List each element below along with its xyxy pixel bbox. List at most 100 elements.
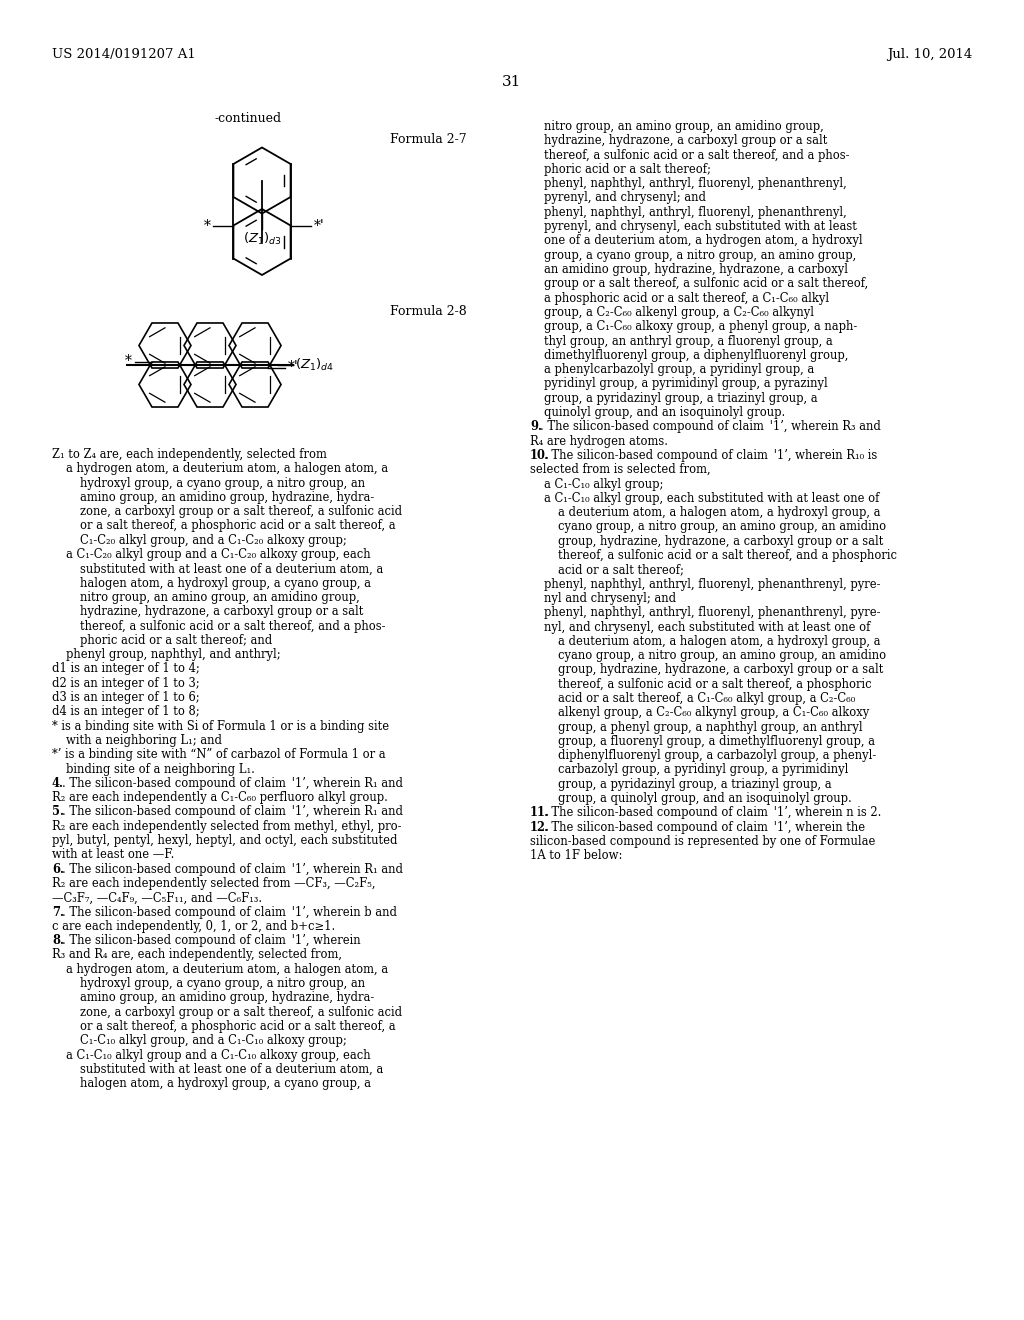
Text: substituted with at least one of a deuterium atom, a: substituted with at least one of a deute…: [80, 1063, 383, 1076]
Text: C₁-C₂₀ alkyl group, and a C₁-C₂₀ alkoxy group;: C₁-C₂₀ alkyl group, and a C₁-C₂₀ alkoxy …: [80, 533, 347, 546]
Text: a deuterium atom, a halogen atom, a hydroxyl group, a: a deuterium atom, a halogen atom, a hydr…: [558, 506, 881, 519]
Text: *': *': [288, 360, 299, 374]
Text: nyl and chrysenyl; and: nyl and chrysenyl; and: [544, 591, 676, 605]
Text: group, a C₂-C₆₀ alkenyl group, a C₂-C₆₀ alkynyl: group, a C₂-C₆₀ alkenyl group, a C₂-C₆₀ …: [544, 306, 814, 319]
Text: diphenylfluorenyl group, a carbazolyl group, a phenyl-: diphenylfluorenyl group, a carbazolyl gr…: [558, 750, 877, 762]
Text: $(Z_1)_{d4}$: $(Z_1)_{d4}$: [295, 356, 334, 374]
Text: group, a cyano group, a nitro group, an amino group,: group, a cyano group, a nitro group, an …: [544, 248, 856, 261]
Text: a C₁-C₁₀ alkyl group and a C₁-C₁₀ alkoxy group, each: a C₁-C₁₀ alkyl group and a C₁-C₁₀ alkoxy…: [66, 1048, 371, 1061]
Text: -continued: -continued: [214, 112, 282, 125]
Text: thereof, a sulfonic acid or a salt thereof, and a phos-: thereof, a sulfonic acid or a salt there…: [80, 619, 385, 632]
Text: cyano group, a nitro group, an amino group, an amidino: cyano group, a nitro group, an amino gro…: [558, 649, 886, 663]
Text: 1A to 1F below:: 1A to 1F below:: [530, 849, 623, 862]
Text: pyrenyl, and chrysenyl; and: pyrenyl, and chrysenyl; and: [544, 191, 706, 205]
Text: pyl, butyl, pentyl, hexyl, heptyl, and octyl, each substituted: pyl, butyl, pentyl, hexyl, heptyl, and o…: [52, 834, 397, 847]
Text: silicon-based compound is represented by one of Formulae: silicon-based compound is represented by…: [530, 836, 876, 847]
Text: *’ is a binding site with “N” of carbazol of Formula 1 or a: *’ is a binding site with “N” of carbazo…: [52, 748, 386, 762]
Text: acid or a salt thereof, a C₁-C₆₀ alkyl group, a C₂-C₆₀: acid or a salt thereof, a C₁-C₆₀ alkyl g…: [558, 692, 855, 705]
Text: nitro group, an amino group, an amidino group,: nitro group, an amino group, an amidino …: [80, 591, 359, 605]
Text: group, a quinolyl group, and an isoquinolyl group.: group, a quinolyl group, and an isoquino…: [558, 792, 852, 805]
Text: carbazolyl group, a pyridinyl group, a pyrimidinyl: carbazolyl group, a pyridinyl group, a p…: [558, 763, 848, 776]
Text: C₁-C₁₀ alkyl group, and a C₁-C₁₀ alkoxy group;: C₁-C₁₀ alkyl group, and a C₁-C₁₀ alkoxy …: [80, 1035, 347, 1047]
Text: or a salt thereof, a phosphoric acid or a salt thereof, a: or a salt thereof, a phosphoric acid or …: [80, 520, 395, 532]
Text: halogen atom, a hydroxyl group, a cyano group, a: halogen atom, a hydroxyl group, a cyano …: [80, 1077, 371, 1090]
Text: phenyl, naphthyl, anthryl, fluorenyl, phenanthrenyl, pyre-: phenyl, naphthyl, anthryl, fluorenyl, ph…: [544, 606, 881, 619]
Text: 31: 31: [503, 75, 521, 88]
Text: with a neighboring L₁; and: with a neighboring L₁; and: [66, 734, 222, 747]
Text: d2 is an integer of 1 to 3;: d2 is an integer of 1 to 3;: [52, 677, 200, 690]
Text: Z₁ to Z₄ are, each independently, selected from: Z₁ to Z₄ are, each independently, select…: [52, 447, 327, 461]
Text: hydroxyl group, a cyano group, a nitro group, an: hydroxyl group, a cyano group, a nitro g…: [80, 477, 366, 490]
Text: d4 is an integer of 1 to 8;: d4 is an integer of 1 to 8;: [52, 705, 200, 718]
Text: phenyl group, naphthyl, and anthryl;: phenyl group, naphthyl, and anthryl;: [66, 648, 281, 661]
Text: 7.: 7.: [52, 906, 63, 919]
Text: R₂ are each independently a C₁-C₆₀ perfluoro alkyl group.: R₂ are each independently a C₁-C₆₀ perfl…: [52, 791, 388, 804]
Text: phenyl, naphthyl, anthryl, fluorenyl, phenanthrenyl,: phenyl, naphthyl, anthryl, fluorenyl, ph…: [544, 177, 847, 190]
Text: *: *: [125, 354, 132, 368]
Text: nyl, and chrysenyl, each substituted with at least one of: nyl, and chrysenyl, each substituted wit…: [544, 620, 870, 634]
Text: alkenyl group, a C₂-C₆₀ alkynyl group, a C₁-C₆₀ alkoxy: alkenyl group, a C₂-C₆₀ alkynyl group, a…: [558, 706, 869, 719]
Text: a deuterium atom, a halogen atom, a hydroxyl group, a: a deuterium atom, a halogen atom, a hydr…: [558, 635, 881, 648]
Text: Formula 2-8: Formula 2-8: [390, 305, 467, 318]
Text: a phenylcarbazolyl group, a pyridinyl group, a: a phenylcarbazolyl group, a pyridinyl gr…: [544, 363, 814, 376]
Text: binding site of a neighboring L₁.: binding site of a neighboring L₁.: [66, 763, 255, 776]
Text: c are each independently, 0, 1, or 2, and b+c≥1.: c are each independently, 0, 1, or 2, an…: [52, 920, 335, 933]
Text: 11.: 11.: [530, 807, 550, 820]
Text: pyridinyl group, a pyrimidinyl group, a pyrazinyl: pyridinyl group, a pyrimidinyl group, a …: [544, 378, 827, 391]
Text: d1 is an integer of 1 to 4;: d1 is an integer of 1 to 4;: [52, 663, 200, 676]
Text: cyano group, a nitro group, an amino group, an amidino: cyano group, a nitro group, an amino gro…: [558, 520, 886, 533]
Text: group, hydrazine, hydrazone, a carboxyl group or a salt: group, hydrazine, hydrazone, a carboxyl …: [558, 664, 884, 676]
Text: * is a binding site with Si of Formula 1 or is a binding site: * is a binding site with Si of Formula 1…: [52, 719, 389, 733]
Text: R₂ are each independently selected from —CF₃, —C₂F₅,: R₂ are each independently selected from …: [52, 876, 376, 890]
Text: 6.: 6.: [52, 863, 63, 875]
Text: Formula 2-7: Formula 2-7: [390, 133, 467, 147]
Text: a C₁-C₂₀ alkyl group and a C₁-C₂₀ alkoxy group, each: a C₁-C₂₀ alkyl group and a C₁-C₂₀ alkoxy…: [66, 548, 371, 561]
Text: with at least one —F.: with at least one —F.: [52, 849, 174, 862]
Text: group, a fluorenyl group, a dimethylfluorenyl group, a: group, a fluorenyl group, a dimethylfluo…: [558, 735, 874, 748]
Text: thereof, a sulfonic acid or a salt thereof, a phosphoric: thereof, a sulfonic acid or a salt there…: [558, 677, 871, 690]
Text: group, a pyridazinyl group, a triazinyl group, a: group, a pyridazinyl group, a triazinyl …: [544, 392, 817, 405]
Text: . The silicon-based compound of claim  '1’, wherein n is 2.: . The silicon-based compound of claim '1…: [544, 807, 882, 820]
Text: hydrazine, hydrazone, a carboxyl group or a salt: hydrazine, hydrazone, a carboxyl group o…: [80, 606, 364, 618]
Text: pyrenyl, and chrysenyl, each substituted with at least: pyrenyl, and chrysenyl, each substituted…: [544, 220, 857, 234]
Text: a hydrogen atom, a deuterium atom, a halogen atom, a: a hydrogen atom, a deuterium atom, a hal…: [66, 962, 388, 975]
Text: R₃ and R₄ are, each independently, selected from,: R₃ and R₄ are, each independently, selec…: [52, 949, 342, 961]
Text: US 2014/0191207 A1: US 2014/0191207 A1: [52, 48, 196, 61]
Text: . The silicon-based compound of claim  '1’, wherein R₁ and: . The silicon-based compound of claim '1…: [61, 805, 402, 818]
Text: substituted with at least one of a deuterium atom, a: substituted with at least one of a deute…: [80, 562, 383, 576]
Text: group, hydrazine, hydrazone, a carboxyl group or a salt: group, hydrazine, hydrazone, a carboxyl …: [558, 535, 884, 548]
Text: group, a phenyl group, a naphthyl group, an anthryl: group, a phenyl group, a naphthyl group,…: [558, 721, 862, 734]
Text: phoric acid or a salt thereof;: phoric acid or a salt thereof;: [544, 162, 711, 176]
Text: 8.: 8.: [52, 935, 63, 948]
Text: . The silicon-based compound of claim  '1’, wherein R₁ and: . The silicon-based compound of claim '1…: [61, 863, 402, 875]
Text: . The silicon-based compound of claim  '1’, wherein R₃ and: . The silicon-based compound of claim '1…: [540, 420, 881, 433]
Text: zone, a carboxyl group or a salt thereof, a sulfonic acid: zone, a carboxyl group or a salt thereof…: [80, 1006, 402, 1019]
Text: phenyl, naphthyl, anthryl, fluorenyl, phenanthrenyl,: phenyl, naphthyl, anthryl, fluorenyl, ph…: [544, 206, 847, 219]
Text: 9.: 9.: [530, 420, 542, 433]
Text: —C₃F₇, —C₄F₉, —C₅F₁₁, and —C₆F₁₃.: —C₃F₇, —C₄F₉, —C₅F₁₁, and —C₆F₁₃.: [52, 891, 262, 904]
Text: $(Z_1)_{d3}$: $(Z_1)_{d3}$: [243, 231, 282, 247]
Text: Jul. 10, 2014: Jul. 10, 2014: [887, 48, 972, 61]
Text: . The silicon-based compound of claim  '1’, wherein R₁₀ is: . The silicon-based compound of claim '1…: [544, 449, 878, 462]
Text: hydroxyl group, a cyano group, a nitro group, an: hydroxyl group, a cyano group, a nitro g…: [80, 977, 366, 990]
Text: 10.: 10.: [530, 449, 550, 462]
Text: phoric acid or a salt thereof; and: phoric acid or a salt thereof; and: [80, 634, 272, 647]
Text: thereof, a sulfonic acid or a salt thereof, and a phosphoric: thereof, a sulfonic acid or a salt there…: [558, 549, 897, 562]
Text: 12.: 12.: [530, 821, 550, 834]
Text: . The silicon-based compound of claim  '1’, wherein b and: . The silicon-based compound of claim '1…: [61, 906, 396, 919]
Text: R₂ are each independently selected from methyl, ethyl, pro-: R₂ are each independently selected from …: [52, 820, 401, 833]
Text: halogen atom, a hydroxyl group, a cyano group, a: halogen atom, a hydroxyl group, a cyano …: [80, 577, 371, 590]
Text: dimethylfluorenyl group, a diphenylfluorenyl group,: dimethylfluorenyl group, a diphenylfluor…: [544, 348, 848, 362]
Text: selected from is selected from,: selected from is selected from,: [530, 463, 711, 477]
Text: amino group, an amidino group, hydrazine, hydra-: amino group, an amidino group, hydrazine…: [80, 991, 374, 1005]
Text: R₄ are hydrogen atoms.: R₄ are hydrogen atoms.: [530, 434, 668, 447]
Text: a hydrogen atom, a deuterium atom, a halogen atom, a: a hydrogen atom, a deuterium atom, a hal…: [66, 462, 388, 475]
Text: *: *: [204, 219, 210, 232]
Text: phenyl, naphthyl, anthryl, fluorenyl, phenanthrenyl, pyre-: phenyl, naphthyl, anthryl, fluorenyl, ph…: [544, 578, 881, 590]
Text: group, a C₁-C₆₀ alkoxy group, a phenyl group, a naph-: group, a C₁-C₆₀ alkoxy group, a phenyl g…: [544, 321, 857, 333]
Text: quinolyl group, and an isoquinolyl group.: quinolyl group, and an isoquinolyl group…: [544, 407, 785, 418]
Text: d3 is an integer of 1 to 6;: d3 is an integer of 1 to 6;: [52, 692, 200, 704]
Text: group, a pyridazinyl group, a triazinyl group, a: group, a pyridazinyl group, a triazinyl …: [558, 777, 831, 791]
Text: an amidino group, hydrazine, hydrazone, a carboxyl: an amidino group, hydrazine, hydrazone, …: [544, 263, 848, 276]
Text: a C₁-C₁₀ alkyl group, each substituted with at least one of: a C₁-C₁₀ alkyl group, each substituted w…: [544, 492, 880, 504]
